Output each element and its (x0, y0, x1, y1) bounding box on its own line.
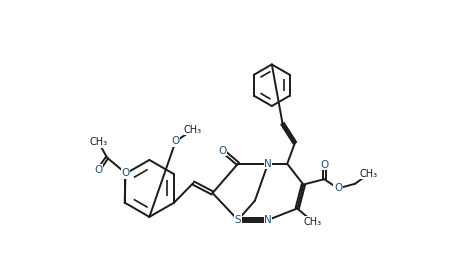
Text: O: O (172, 136, 179, 146)
Text: O: O (121, 168, 129, 178)
Text: CH₃: CH₃ (184, 125, 202, 135)
Text: O: O (218, 146, 227, 156)
Text: O: O (320, 159, 328, 170)
Text: O: O (334, 183, 342, 193)
Text: CH₃: CH₃ (303, 216, 322, 227)
Text: CH₃: CH₃ (360, 169, 378, 179)
Text: O: O (95, 165, 103, 175)
Text: N: N (264, 159, 272, 169)
Text: S: S (235, 215, 241, 225)
Text: N: N (264, 215, 272, 225)
Text: CH₃: CH₃ (90, 137, 107, 147)
